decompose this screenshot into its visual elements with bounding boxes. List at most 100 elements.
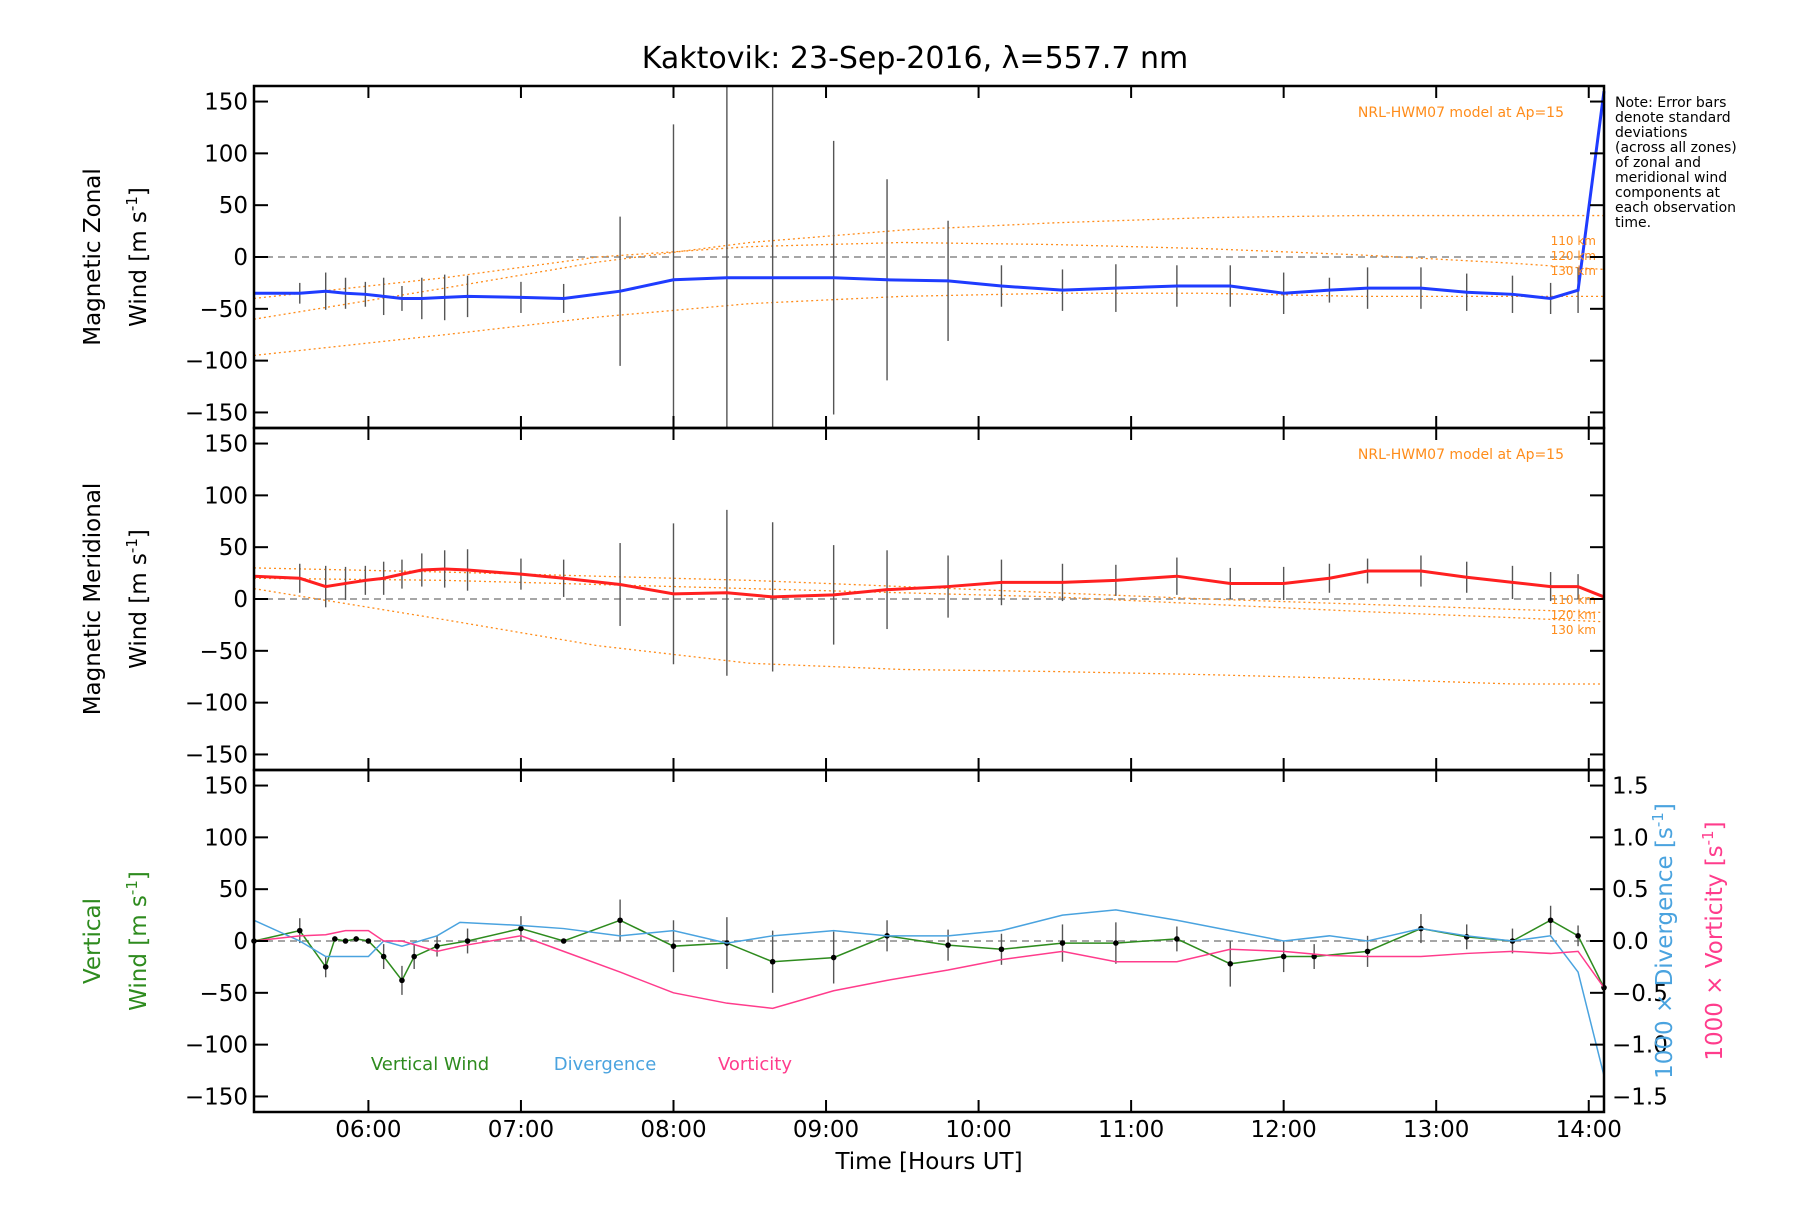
right-tick-label: −1.0 [1612,1033,1668,1059]
note-line: (across all zones) [1615,140,1737,156]
legend-divergence: Divergence [554,1054,657,1075]
right-axis-label-divergence: 1000 × Divergence [s-1] [1649,803,1678,1079]
vertical-point [411,953,417,960]
y-axis-label-line2: Wind [m s-1] [123,529,152,669]
note-line: components at [1615,185,1721,201]
x-tick-label: 14:00 [1556,1117,1622,1143]
model-line-130km [253,214,1604,320]
model-line-110km [253,292,1604,357]
y-tick-label: 100 [204,141,248,167]
right-tick-label: 1.5 [1612,774,1649,800]
vertical-point [1059,940,1066,946]
meridional-series-line [253,567,1605,599]
divergence-series-line [253,909,1605,1076]
right-tick-label: −0.5 [1612,981,1668,1007]
altitude-label: 130 km [1551,264,1596,278]
vertical-point [464,938,471,944]
right-tick-label: 0.5 [1612,877,1649,903]
vertical-point [998,946,1005,953]
note-line: Note: Error bars [1615,95,1726,111]
vorticity-series-line [253,929,1605,1010]
x-tick-label: 07:00 [488,1117,554,1143]
right-tick-label: −1.5 [1612,1084,1668,1110]
altitude-label: 120 km [1551,249,1596,263]
y-tick-label: −150 [185,400,248,426]
vertical-point [617,917,623,924]
y-axis-label-line2: Wind [m s-1] [123,187,152,327]
vertical-point [518,925,524,932]
vertical-point [399,977,405,984]
altitude-label: 130 km [1551,623,1596,637]
y-tick-label: −100 [185,691,248,717]
legend-vorticity: Vorticity [718,1054,792,1075]
vertical-point [1575,933,1581,939]
vertical-point [332,936,338,942]
note-line: deviations [1615,125,1687,141]
vertical-point [322,964,329,970]
x-tick-label: 11:00 [1098,1117,1164,1143]
y-tick-label: 100 [204,825,248,851]
model-line-130km [253,587,1604,685]
vertical-point [769,958,776,965]
model-label: NRL-HWM07 model at Ap=15 [1358,447,1564,463]
y-tick-label: −100 [185,349,248,375]
y-axis-label-line1: Vertical [80,898,106,984]
y-axis-label-line2: Wind [m s-1] [123,871,152,1011]
chart-title: Kaktovik: 23-Sep-2016, λ=557.7 nm [642,41,1188,76]
y-tick-label: 150 [204,90,248,116]
vertical-point [434,943,440,949]
note-line: time. [1615,215,1651,231]
vertical-point [670,943,677,949]
note-line: meridional wind [1615,170,1727,186]
x-tick-label: 09:00 [793,1117,859,1143]
vertical-point [380,953,387,960]
altitude-label: 110 km [1551,593,1596,607]
note-line: each observation [1615,200,1736,216]
y-tick-label: 100 [204,483,248,509]
legend-vertical: Vertical Wind [371,1054,489,1075]
vertical-point [365,938,372,944]
x-tick-label: 12:00 [1251,1117,1317,1143]
y-axis-label-line1: Magnetic Zonal [80,168,106,346]
y-tick-label: 0 [233,245,248,271]
panel-3: 1.5 1.0 0.5 0.0 −0.5 −1.0 −1.5 1000 × Divergenc… [80,768,1728,1114]
altitude-label: 120 km [1551,608,1596,622]
x-tick-label: 13:00 [1403,1117,1469,1143]
note-line: denote standard [1615,110,1731,126]
vertical-point [1280,953,1287,960]
right-tick-label: 0.0 [1612,929,1649,955]
vertical-point [1227,961,1234,967]
y-tick-label: −100 [185,1033,248,1059]
model-line-120km [253,577,1605,623]
y-axis-label-line1: Magnetic Meridional [80,483,106,716]
y-tick-label: 0 [233,587,248,613]
vertical-series-line [253,919,1605,988]
y-tick-label: 50 [219,877,248,903]
y-tick-label: −50 [199,297,248,323]
y-tick-label: 150 [204,432,248,458]
vertical-point [830,954,837,961]
model-line-110km [253,567,1605,614]
zonal-series-line [254,90,1606,300]
vertical-point [945,942,951,948]
vertical-point [1364,948,1371,955]
y-tick-label: 50 [219,193,248,219]
y-tick-label: 0 [233,929,248,955]
right-tick-label: 1.0 [1612,825,1649,851]
vertical-point [1547,917,1554,924]
vertical-point [1113,940,1119,946]
x-axis-label: Time [Hours UT] [834,1149,1022,1175]
y-tick-label: −150 [185,742,248,768]
note-line: of zonal and [1615,155,1701,171]
model-label: NRL-HWM07 model at Ap=15 [1358,105,1564,121]
vertical-point [342,938,349,944]
y-tick-label: −50 [199,981,248,1007]
right-axis-label-vorticity: 1000 × Vorticity [s-1] [1699,821,1728,1060]
x-tick-label: 08:00 [640,1117,706,1143]
y-tick-label: −150 [185,1084,248,1110]
model-line-120km [253,241,1605,300]
vertical-point [560,938,567,944]
